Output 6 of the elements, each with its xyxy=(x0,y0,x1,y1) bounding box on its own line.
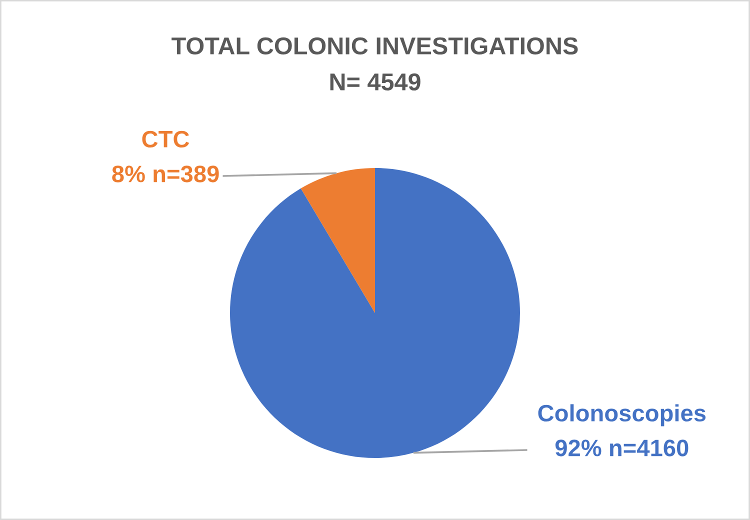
slice-label: CTC xyxy=(142,130,190,148)
chart-subtitle: N= 4549 xyxy=(330,73,420,91)
chart-title: TOTAL COLONIC INVESTIGATIONS xyxy=(172,37,578,55)
slice-label: Colonoscopies xyxy=(538,404,706,426)
data-label: 8% n=389 xyxy=(112,166,219,182)
data-label: 92% n=4160 xyxy=(555,440,688,456)
